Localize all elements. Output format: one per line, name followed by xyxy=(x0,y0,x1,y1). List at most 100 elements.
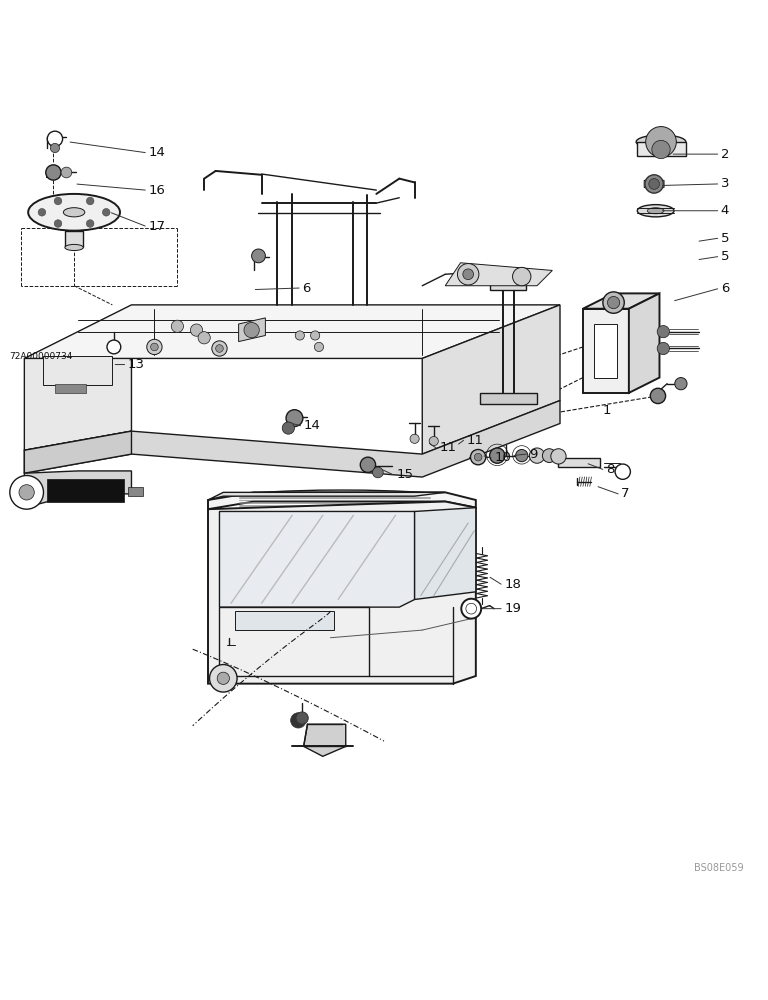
Text: 4: 4 xyxy=(720,204,729,217)
Circle shape xyxy=(216,345,223,352)
Circle shape xyxy=(542,449,556,463)
Circle shape xyxy=(51,143,60,153)
Polygon shape xyxy=(637,142,687,156)
Text: BS08E059: BS08E059 xyxy=(694,863,743,873)
Polygon shape xyxy=(25,471,131,508)
Circle shape xyxy=(212,341,227,356)
Circle shape xyxy=(475,453,482,461)
Polygon shape xyxy=(480,393,537,404)
Circle shape xyxy=(286,410,303,427)
Circle shape xyxy=(649,179,660,189)
Circle shape xyxy=(529,448,545,463)
Circle shape xyxy=(151,343,158,351)
Circle shape xyxy=(147,339,162,355)
Text: 14: 14 xyxy=(303,419,320,432)
Circle shape xyxy=(657,326,670,338)
Circle shape xyxy=(290,713,306,728)
Circle shape xyxy=(217,672,230,684)
Text: 8: 8 xyxy=(606,463,614,476)
Circle shape xyxy=(615,464,631,479)
Circle shape xyxy=(252,249,266,263)
Circle shape xyxy=(463,269,474,280)
Ellipse shape xyxy=(64,208,84,217)
Bar xyxy=(44,356,112,385)
Text: 7: 7 xyxy=(621,487,630,500)
Ellipse shape xyxy=(28,194,120,231)
Circle shape xyxy=(372,467,383,478)
Polygon shape xyxy=(25,431,131,473)
Polygon shape xyxy=(208,492,445,500)
Text: 13: 13 xyxy=(127,358,144,371)
Polygon shape xyxy=(239,318,266,342)
Circle shape xyxy=(171,320,184,332)
Text: 9: 9 xyxy=(529,448,538,461)
Circle shape xyxy=(296,712,308,724)
Text: 6: 6 xyxy=(302,282,310,295)
Polygon shape xyxy=(422,305,560,454)
Text: 5: 5 xyxy=(720,250,729,263)
Polygon shape xyxy=(220,511,415,607)
Text: 16: 16 xyxy=(148,184,165,197)
Text: 14: 14 xyxy=(148,146,165,159)
Polygon shape xyxy=(48,479,124,502)
Circle shape xyxy=(244,322,260,338)
Polygon shape xyxy=(445,263,552,286)
Circle shape xyxy=(360,457,376,472)
Text: 15: 15 xyxy=(396,468,413,481)
Polygon shape xyxy=(25,305,560,358)
Circle shape xyxy=(603,292,624,313)
Ellipse shape xyxy=(65,244,83,251)
Ellipse shape xyxy=(637,205,674,217)
Circle shape xyxy=(48,131,63,146)
Circle shape xyxy=(55,220,62,227)
Circle shape xyxy=(210,665,237,692)
Circle shape xyxy=(314,342,323,352)
Polygon shape xyxy=(65,231,83,247)
Circle shape xyxy=(490,448,505,463)
Polygon shape xyxy=(482,270,533,282)
Polygon shape xyxy=(415,508,476,599)
Circle shape xyxy=(515,449,528,462)
Text: 1: 1 xyxy=(602,404,611,417)
Polygon shape xyxy=(629,293,660,393)
Polygon shape xyxy=(25,401,560,477)
Circle shape xyxy=(102,208,110,216)
Text: 19: 19 xyxy=(504,602,521,615)
Circle shape xyxy=(10,476,44,509)
Circle shape xyxy=(607,296,620,309)
Bar xyxy=(127,487,143,496)
Polygon shape xyxy=(208,492,476,509)
Circle shape xyxy=(652,140,670,159)
Polygon shape xyxy=(490,282,525,290)
Polygon shape xyxy=(583,293,660,309)
Text: 2: 2 xyxy=(720,148,729,161)
Bar xyxy=(594,324,617,378)
Circle shape xyxy=(645,175,664,193)
Circle shape xyxy=(55,197,62,205)
Polygon shape xyxy=(220,607,369,676)
Bar xyxy=(558,458,600,467)
Circle shape xyxy=(471,449,486,465)
Circle shape xyxy=(38,208,46,216)
Circle shape xyxy=(46,165,61,180)
Text: 11: 11 xyxy=(467,434,484,447)
Circle shape xyxy=(107,340,121,354)
Circle shape xyxy=(198,332,210,344)
Text: 11: 11 xyxy=(439,441,456,454)
Polygon shape xyxy=(644,177,664,191)
Bar xyxy=(235,611,334,630)
Circle shape xyxy=(190,324,203,336)
Circle shape xyxy=(458,264,479,285)
Circle shape xyxy=(61,167,71,178)
Circle shape xyxy=(650,388,666,404)
Circle shape xyxy=(646,127,677,157)
Bar xyxy=(55,384,85,393)
Polygon shape xyxy=(303,724,346,756)
Circle shape xyxy=(675,378,687,390)
Text: 17: 17 xyxy=(148,220,165,233)
Ellipse shape xyxy=(636,135,686,149)
Circle shape xyxy=(410,434,419,443)
Circle shape xyxy=(512,267,531,286)
Text: 3: 3 xyxy=(720,177,729,190)
Polygon shape xyxy=(208,502,476,684)
